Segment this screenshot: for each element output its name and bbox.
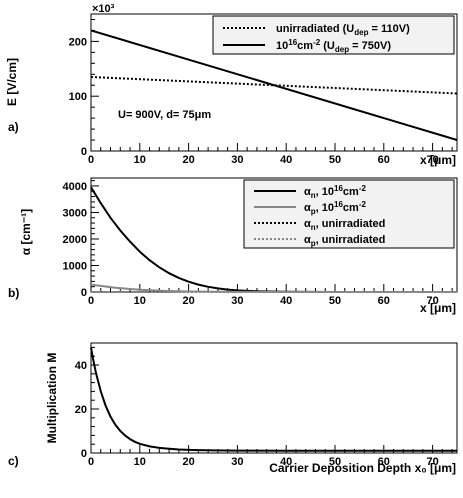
panel-a-xlabel: x [μm]: [420, 153, 456, 167]
panel-c-series-0: [90, 347, 457, 452]
panel-b-ytick-label-3: 3000: [63, 207, 87, 219]
panel-b-xtick-label-5: 50: [329, 295, 341, 307]
panel-a-ylabel: E [V/cm]: [5, 58, 19, 106]
panel-c-xtick-label-3: 30: [231, 456, 243, 468]
panel-c-ylabel: Multiplication M: [45, 353, 59, 444]
panel-a-xtick-label-7: 70: [426, 154, 438, 166]
panel-b-xtick-label-2: 20: [182, 295, 194, 307]
panel-c-xtick-label-4: 40: [280, 456, 292, 468]
panel-a-legend: unirradiated (Udep = 110V) 1016cm-2 (Ude…: [212, 15, 455, 55]
panel-a-xtick-label-2: 20: [182, 154, 194, 166]
panel-c-xtick-label-2: 20: [182, 456, 194, 468]
panel-a-ytick-label-1: 100: [69, 91, 87, 103]
panel-c-xlabel: Carrier Deposition Depth x₀ [μm]: [269, 461, 456, 475]
panel-b-ytick-label-4: 4000: [63, 181, 87, 193]
panel-b-xtick-label-1: 10: [134, 295, 146, 307]
panel-b-ytick-label-1: 1000: [63, 260, 87, 272]
panel-a-series-1: [90, 29, 458, 141]
panel-a-y-exponent: ×10³: [92, 3, 115, 15]
panel-c-frame: [90, 342, 458, 454]
panel-b-xlabel: x [μm]: [420, 301, 456, 315]
legend-b-label-ap-unirr: αp, unirradiated: [304, 234, 385, 248]
panel-b-ytick-label-0: 0: [81, 287, 87, 299]
legend-b-label-an-irr: αn, 1016cm-2: [304, 184, 366, 200]
panel-c-ytick-label-0: 0: [81, 448, 87, 460]
panel-a-xtick-label-0: 0: [88, 154, 94, 166]
legend-b-label-ap-irr: αp, 1016cm-2: [304, 200, 366, 216]
panel-a-xtick-label-3: 30: [231, 154, 243, 166]
panel-c-xtick-label-1: 10: [134, 456, 146, 468]
legend-a-label-unirradiated: unirradiated (Udep = 110V): [276, 23, 410, 37]
panel-label-c: c): [8, 454, 19, 468]
legend-a-label-irradiated: 1016cm-2 (Udep = 750V): [276, 38, 391, 54]
panel-a-xtick-label-5: 50: [329, 154, 341, 166]
legend-b-label-an-unirr: αn, unirradiated: [304, 218, 385, 232]
panel-c-xtick-label-5: 50: [329, 456, 341, 468]
panel-b-xtick-label-0: 0: [88, 295, 94, 307]
panel-a-xtick-label-6: 60: [378, 154, 390, 166]
panel-a-ytick-label-2: 200: [69, 36, 87, 48]
panel-c-ytick-label-1: 20: [75, 404, 87, 416]
panel-a-frame: [90, 13, 458, 152]
panel-c-ytick-label-2: 40: [75, 360, 87, 372]
panel-b-ytick-label-2: 2000: [63, 234, 87, 246]
panel-a-xtick-label-4: 40: [280, 154, 292, 166]
panel-b-legend: αn, 1016cm-2 αp, 1016cm-2 αn, unirradiat…: [243, 179, 455, 249]
panel-c-xtick-label-7: 70: [426, 456, 438, 468]
panel-a-ytick-label-0: 0: [81, 146, 87, 158]
panel-b-xtick-label-7: 70: [426, 295, 438, 307]
panel-label-a: a): [8, 120, 19, 134]
panel-a-field-plot: 0 10 20 30 40 50 60 70 0 100 200 E [V/cm] ×10³ x […: [5, 3, 458, 167]
panel-a-series-0: [90, 76, 458, 95]
panel-b-alpha-plot: 0 10 20 30 40 50 60 70 0 1000 2000 3000 4000 α [cm⁻¹…: [19, 177, 458, 315]
panel-b-xtick-label-6: 60: [378, 295, 390, 307]
panel-c-xtick-label-6: 60: [378, 456, 390, 468]
panel-b-xtick-label-4: 40: [280, 295, 292, 307]
panel-a-xtick-label-1: 10: [134, 154, 146, 166]
panel-c-xtick-label-0: 0: [88, 456, 94, 468]
panel-b-ylabel: α [cm⁻¹]: [19, 209, 33, 255]
panel-b-xtick-label-3: 30: [231, 295, 243, 307]
panel-c-multiplication-plot: 0 10 20 30 40 50 60 70 0 20 40 Multiplication M Ca…: [45, 342, 458, 475]
panel-a-annotation: U= 900V, d= 75μm: [118, 109, 211, 121]
panel-label-b: b): [8, 286, 19, 300]
